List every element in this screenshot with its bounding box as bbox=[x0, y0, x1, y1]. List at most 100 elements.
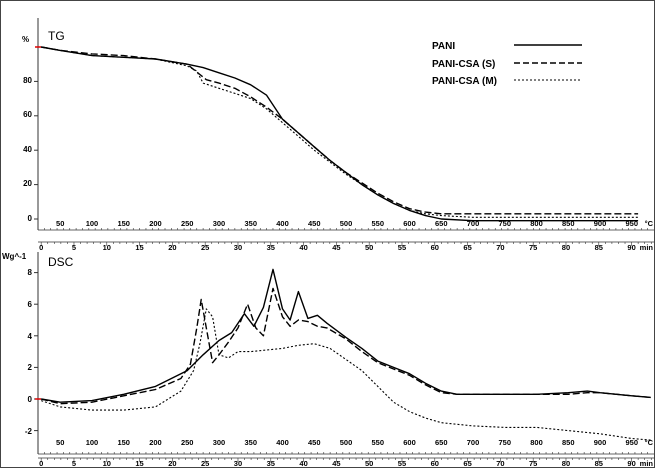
tg-temp-tick-label: 700 bbox=[467, 219, 480, 228]
dsc-temp-tick-label: 700 bbox=[467, 438, 480, 447]
dsc-time-unit: min bbox=[640, 459, 654, 468]
tg-temp-tick-label: 550 bbox=[371, 219, 384, 228]
tg-axes: 50 100 150 200 250 300 350 400 450 500 550 600 650 70… bbox=[34, 18, 654, 252]
dsc-time-tick-label: 80 bbox=[562, 459, 570, 468]
dsc-temp-tick-label: 850 bbox=[562, 438, 575, 447]
tg-y-ticks: 0 20 40 60 80 bbox=[23, 76, 32, 223]
tg-time-tick-label: 75 bbox=[529, 243, 537, 252]
dsc-temp-tick-label: 50 bbox=[56, 438, 64, 447]
dsc-y-tick-4: 4 bbox=[28, 332, 33, 341]
tg-panel: TG % 0 20 40 60 80 50 100 150 200 250 300 350 4… bbox=[22, 18, 654, 252]
dsc-series-pani-csa-s bbox=[41, 287, 651, 405]
tg-time-tick-label: 5 bbox=[72, 243, 76, 252]
dsc-time-tick-label: 50 bbox=[365, 459, 373, 468]
dsc-temp-tick-label: 300 bbox=[213, 438, 226, 447]
dsc-y-ticks: -2 0 2 4 6 8 bbox=[25, 268, 33, 436]
dsc-time-tick-label: 15 bbox=[135, 459, 143, 468]
tg-time-unit: min bbox=[640, 243, 654, 252]
dsc-time-tick-label: 85 bbox=[595, 459, 603, 468]
tg-temp-tick-label: 300 bbox=[213, 219, 226, 228]
dsc-time-tick-label: 60 bbox=[431, 459, 439, 468]
tg-title: TG bbox=[48, 29, 65, 43]
tg-y-tick-20: 20 bbox=[23, 179, 32, 188]
tg-temp-tick-label: 200 bbox=[149, 219, 162, 228]
tg-time-tick-label: 20 bbox=[168, 243, 176, 252]
dsc-time-tick-label: 5 bbox=[72, 459, 76, 468]
dsc-time-tick-label: 75 bbox=[529, 459, 537, 468]
tg-time-tick-label: 90 bbox=[627, 243, 635, 252]
dsc-time-tick-label: 0 bbox=[39, 459, 43, 468]
tg-time-tick-label: 70 bbox=[496, 243, 504, 252]
dsc-temp-tick-label: 100 bbox=[86, 438, 99, 447]
legend-label-pani: PANI bbox=[432, 41, 455, 52]
dsc-time-tick-label: 35 bbox=[267, 459, 275, 468]
tg-temp-tick-label: 250 bbox=[181, 219, 194, 228]
tg-time-tick-label: 25 bbox=[201, 243, 209, 252]
tg-time-tick-label: 85 bbox=[595, 243, 603, 252]
tg-series-pani-csa-m bbox=[41, 46, 639, 218]
dsc-temp-tick-label: 900 bbox=[594, 438, 607, 447]
dsc-y-tick-8: 8 bbox=[28, 268, 33, 277]
tg-temp-unit: °C bbox=[645, 219, 654, 228]
dsc-temp-tick-label: 650 bbox=[435, 438, 448, 447]
tg-y-tick-80: 80 bbox=[23, 76, 32, 85]
dsc-title: DSC bbox=[48, 255, 74, 269]
dsc-time-tick-label: 20 bbox=[168, 459, 176, 468]
dsc-temp-tick-label: 150 bbox=[117, 438, 130, 447]
tg-series-pani-csa-s bbox=[41, 46, 639, 215]
dsc-time-tick-label: 40 bbox=[299, 459, 307, 468]
tg-temp-tick-label: 650 bbox=[435, 219, 448, 228]
tg-temp-tick-label: 750 bbox=[499, 219, 512, 228]
tg-time-tick-label: 55 bbox=[398, 243, 406, 252]
dsc-temp-tick-label: 350 bbox=[244, 438, 257, 447]
dsc-time-tick-label: 90 bbox=[627, 459, 635, 468]
dsc-temp-tick-label: 750 bbox=[499, 438, 512, 447]
dsc-time-tick-label: 10 bbox=[103, 459, 111, 468]
dsc-temp-tick-label: 950 bbox=[626, 438, 639, 447]
tg-temp-tick-label: 800 bbox=[530, 219, 543, 228]
dsc-temp-tick-label: 200 bbox=[149, 438, 162, 447]
tg-temp-tick-label: 600 bbox=[403, 219, 416, 228]
dsc-temp-tick-label: 500 bbox=[340, 438, 353, 447]
dsc-time-tick-label: 55 bbox=[398, 459, 406, 468]
tg-plot-area bbox=[41, 46, 639, 222]
dsc-y-tick-6: 6 bbox=[28, 300, 33, 309]
dsc-time-tick-label: 45 bbox=[332, 459, 340, 468]
tg-time-tick-label: 50 bbox=[365, 243, 373, 252]
dsc-temp-tick-label: 450 bbox=[308, 438, 321, 447]
tg-temp-tick-label: 900 bbox=[594, 219, 607, 228]
tg-time-tick-label: 0 bbox=[39, 243, 43, 252]
dsc-plot-area bbox=[41, 268, 651, 441]
tg-y-tick-0: 0 bbox=[28, 214, 33, 223]
dsc-temp-tick-label: 550 bbox=[371, 438, 384, 447]
tg-temp-tick-label: 400 bbox=[276, 219, 289, 228]
tg-time-tick-label: 45 bbox=[332, 243, 340, 252]
dsc-temp-tick-label: 250 bbox=[181, 438, 194, 447]
tg-temp-tick-label: 850 bbox=[562, 219, 575, 228]
tg-time-tick-label: 15 bbox=[135, 243, 143, 252]
dsc-temp-unit: °C bbox=[645, 438, 654, 447]
tg-time-tick-label: 40 bbox=[299, 243, 307, 252]
tg-temp-tick-label: 100 bbox=[86, 219, 99, 228]
tg-temp-tick-label: 350 bbox=[244, 219, 257, 228]
dsc-time-tick-label: 70 bbox=[496, 459, 504, 468]
dsc-time-tick-label: 65 bbox=[463, 459, 471, 468]
dsc-y-tick-2: 2 bbox=[28, 363, 33, 372]
tg-y-unit: % bbox=[22, 35, 29, 44]
tg-y-tick-60: 60 bbox=[23, 110, 32, 119]
legend-label-pani-csa-m: PANI-CSA (M) bbox=[432, 76, 497, 87]
tg-y-tick-40: 40 bbox=[23, 145, 32, 154]
tg-temp-tick-label: 500 bbox=[340, 219, 353, 228]
dsc-series-pani-csa-m bbox=[41, 308, 651, 441]
dsc-time-tick-label: 30 bbox=[234, 459, 242, 468]
tg-temp-tick-label: 50 bbox=[56, 219, 64, 228]
dsc-y-tick-neg2: -2 bbox=[25, 427, 33, 436]
dsc-time-tick-label: 25 bbox=[201, 459, 209, 468]
dsc-y-unit: Wg^-1 bbox=[2, 252, 27, 261]
tg-temp-tick-label: 950 bbox=[626, 219, 639, 228]
dsc-temp-tick-label: 600 bbox=[403, 438, 416, 447]
dsc-axes: 50 100 150 200 250 300 350 400 450 500 550 600 650 70… bbox=[34, 252, 654, 468]
dsc-y-tick-0: 0 bbox=[28, 395, 33, 404]
